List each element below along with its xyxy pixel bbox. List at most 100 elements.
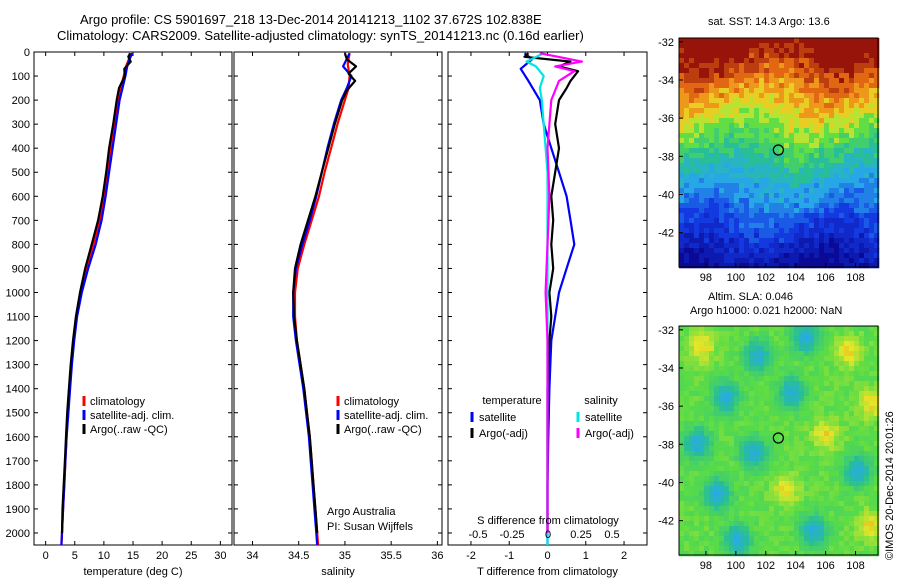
- series-line-temperature-2: [60, 52, 132, 534]
- map-xtick-label: 104: [787, 560, 805, 572]
- ytick-label: 0: [24, 47, 30, 59]
- ytick-label: 700: [12, 215, 30, 227]
- map-sla-map-pixels: [679, 326, 880, 557]
- ytick-label: 1500: [6, 408, 30, 420]
- legend-entry: Argo(..raw -QC): [90, 424, 168, 436]
- secondary-tick-label: 0: [545, 529, 551, 541]
- ytick-label: 1900: [6, 504, 30, 516]
- ytick-label: 200: [12, 95, 30, 107]
- ytick-label: 1700: [6, 456, 30, 468]
- map-xtick-label: 102: [757, 272, 775, 284]
- xtick-label: 35: [339, 550, 351, 562]
- ytick-label: 600: [12, 191, 30, 203]
- legend-entry: satellite-adj. clim.: [90, 410, 174, 422]
- float-position-marker: [772, 144, 784, 156]
- map-xtick-label: 108: [846, 560, 864, 572]
- legend-title-temperature: temperature: [482, 395, 541, 407]
- map-ytick-label: -40: [658, 189, 674, 201]
- xtick-label: 34.5: [288, 550, 309, 562]
- map-ytick-label: -32: [658, 325, 674, 337]
- credit-text: Argo Australia: [327, 506, 396, 518]
- x-axis-label: temperature (deg C): [83, 566, 182, 578]
- xtick-label: 20: [156, 550, 168, 562]
- secondary-tick-label: 0.25: [570, 529, 591, 541]
- map-xtick-label: 98: [700, 560, 712, 572]
- map-xtick-label: 106: [816, 560, 834, 572]
- legend-entry: Argo(-adj): [585, 428, 634, 440]
- ytick-label: 500: [12, 167, 30, 179]
- map-xtick-label: 102: [757, 560, 775, 572]
- xtick-label: 5: [72, 550, 78, 562]
- series-line-salinity-2: [292, 52, 358, 534]
- legend-entry: satellite-adj. clim.: [344, 410, 428, 422]
- panel-frame-salinity: [233, 51, 443, 546]
- map-sst-map-pixels: [679, 38, 880, 269]
- ytick-label: 1300: [6, 360, 30, 372]
- map-xtick-label: 98: [700, 272, 712, 284]
- map-ytick-label: -38: [658, 439, 674, 451]
- ytick-label: 800: [12, 239, 30, 251]
- legend-title-salinity: salinity: [584, 395, 618, 407]
- xtick-label: 25: [185, 550, 197, 562]
- map-frame-sst-map: [678, 37, 879, 268]
- x-axis-label: salinity: [321, 566, 355, 578]
- legend-entry: climatology: [90, 396, 146, 408]
- ytick-label: 1200: [6, 336, 30, 348]
- map-sla-title-line1: Altim. SLA: 0.046: [708, 291, 793, 303]
- legend-entry: climatology: [344, 396, 400, 408]
- map-ytick-label: -40: [658, 477, 674, 489]
- xtick-label: 10: [98, 550, 110, 562]
- ytick-label: 300: [12, 119, 30, 131]
- ytick-label: 1100: [6, 312, 30, 324]
- map-xtick-label: 100: [727, 272, 745, 284]
- x-axis-label: T difference from climatology: [477, 566, 618, 578]
- map-ytick-label: -42: [658, 516, 674, 528]
- map-xtick-label: 108: [846, 272, 864, 284]
- map-ytick-label: -36: [658, 113, 674, 125]
- secondary-tick-label: -0.25: [499, 529, 524, 541]
- ytick-label: 400: [12, 143, 30, 155]
- secondary-tick-label: 0.5: [604, 529, 619, 541]
- figure-title-line2: Climatology: CARS2009. Satellite-adjuste…: [57, 28, 584, 43]
- xtick-label: 1: [583, 550, 589, 562]
- map-frame-sla-map: [678, 325, 879, 556]
- map-sla-title-line2: Argo h1000: 0.021 h2000: NaN: [690, 305, 843, 317]
- xtick-label: 30: [214, 550, 226, 562]
- ytick-label: 1800: [6, 480, 30, 492]
- ytick-label: 1000: [6, 287, 30, 299]
- map-xtick-label: 100: [727, 560, 745, 572]
- legend-entry: Argo(-adj): [479, 428, 528, 440]
- legend-entry: satellite: [479, 412, 516, 424]
- float-position-marker: [772, 432, 784, 444]
- secondary-tick-label: -0.5: [469, 529, 488, 541]
- series-line-difference-0: [519, 52, 576, 545]
- ytick-label: 100: [12, 71, 30, 83]
- legend-entry: satellite: [585, 412, 622, 424]
- xtick-label: 36: [431, 550, 443, 562]
- ytick-label: 1400: [6, 384, 30, 396]
- xtick-label: 0: [544, 550, 550, 562]
- imos-stamp: ©IMOS 20-Dec-2014 20:01:26: [884, 411, 896, 560]
- series-line-difference-3: [539, 52, 584, 533]
- map-ytick-label: -36: [658, 401, 674, 413]
- xtick-label: 15: [127, 550, 139, 562]
- map-ytick-label: -34: [658, 75, 674, 87]
- pi-text: PI: Susan Wijffels: [327, 521, 413, 533]
- map-ytick-label: -34: [658, 363, 674, 375]
- xtick-label: 34: [246, 550, 258, 562]
- xtick-label: 35.5: [380, 550, 401, 562]
- panel-frame-temperature: [33, 51, 233, 546]
- xtick-label: 2: [621, 550, 627, 562]
- map-sst-title: sat. SST: 14.3 Argo: 13.6: [708, 16, 830, 28]
- ytick-label: 1600: [6, 432, 30, 444]
- map-xtick-label: 104: [787, 272, 805, 284]
- map-ytick-label: -32: [658, 37, 674, 49]
- xtick-label: 0: [43, 550, 49, 562]
- secondary-axis-label: S difference from climatology: [477, 515, 619, 527]
- legend-entry: Argo(..raw -QC): [344, 424, 422, 436]
- map-xtick-label: 106: [816, 272, 834, 284]
- figure-title-line1: Argo profile: CS 5901697_218 13-Dec-2014…: [80, 12, 542, 27]
- map-ytick-label: -38: [658, 151, 674, 163]
- ytick-label: 2000: [6, 528, 30, 540]
